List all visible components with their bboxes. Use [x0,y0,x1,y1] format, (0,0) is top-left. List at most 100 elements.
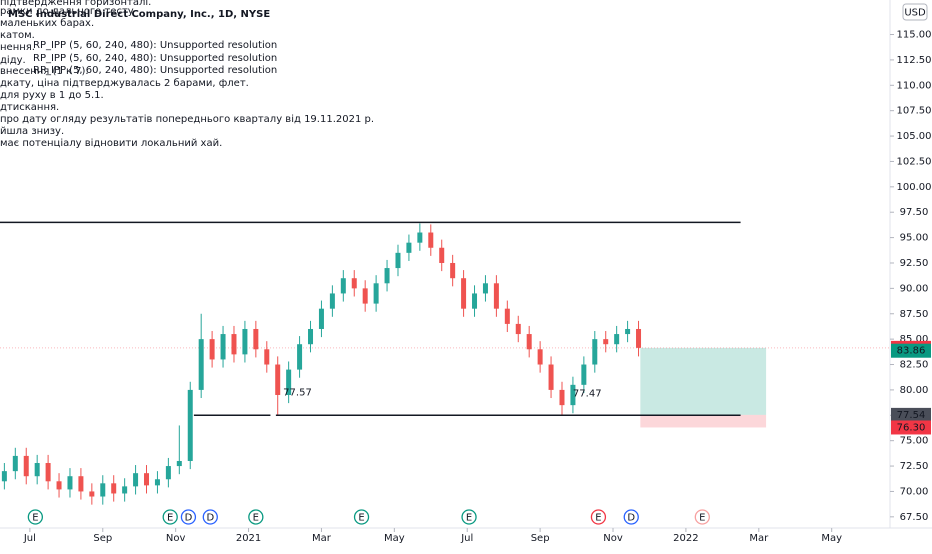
event-badge [694,509,710,525]
candle-body [56,481,62,490]
candle-body [231,334,237,355]
event-marker: D [623,509,639,525]
candle-body [340,278,346,294]
y-tick-label: 105.00 [897,131,932,142]
candle-body [592,339,598,365]
note-line: маленьких барах. [0,18,94,29]
y-tick-label: 80.00 [900,385,929,396]
candle-body [154,479,160,486]
stop-zone [640,414,767,428]
y-tick-label: 85.00 [900,334,929,345]
candle-body [570,384,576,406]
y-tick-label: 70.00 [900,486,929,497]
candle-body [89,491,95,497]
candle-body [78,476,84,492]
candle-body [581,364,587,385]
y-tick-label: 115.00 [897,30,932,41]
event-label: E [595,513,601,524]
currency-box[interactable] [902,3,928,21]
candle-body [297,344,303,370]
indicator-status: RP_IPP (5, 60, 240, 480): Unsupported re… [33,40,277,51]
y-tick-label: 97.50 [900,207,929,218]
chart-title: MSC Industrial Direct Company, Inc., 1D,… [8,9,270,20]
event-badge [461,509,477,525]
candle-body [625,328,631,335]
event-badge [180,509,197,525]
y-tick-label: 95.00 [900,233,929,244]
event-label: D [627,513,635,524]
x-tick-label: Nov [603,533,623,544]
candle-body [286,369,292,395]
candle-body [220,334,226,360]
event-badge [623,509,639,525]
note-line: для руху в 1 до 5.1. [0,90,104,101]
candle-body [209,339,215,360]
event-marker: E [353,509,370,525]
candle-body [318,308,324,329]
price-label: 77.54 [897,410,926,421]
event-label: E [167,513,173,524]
x-tick-label: Mar [312,533,332,544]
candle-body [242,328,248,355]
x-tick-label: May [821,533,842,544]
candle-body [395,252,401,269]
event-label: E [358,513,364,524]
candle-body [144,473,150,486]
candle-body [176,460,182,467]
candle-body [1,471,7,482]
price-label: 83.86 [897,346,926,357]
candle-body [45,463,51,482]
candle-body [122,486,128,494]
candle-body [559,389,565,406]
currency[interactable]: USD [904,8,926,19]
x-tick-label: May [384,533,405,544]
y-tick-label: 72.50 [900,461,929,472]
candle-body [461,278,467,309]
note-line: діду. [0,54,26,66]
candle-body [482,283,488,294]
y-tick-label: 90.00 [900,283,929,294]
candle-body [34,463,40,477]
candle-body [526,334,532,350]
x-tick-label: 2022 [673,533,698,544]
y-tick-label: 92.50 [900,258,929,269]
event-marker: D [202,509,218,525]
candle-body [450,262,456,279]
y-tick-label: 75.00 [900,436,929,447]
note-line: катом. [0,30,35,41]
x-tick-label: 2021 [236,533,261,544]
event-marker: E [461,509,477,525]
y-tick-label: 112.50 [897,55,932,66]
event-label: D [206,513,214,524]
y-tick-label: 110.00 [897,80,932,91]
x-tick-label: Jul [23,533,36,544]
x-tick-label: Nov [166,533,186,544]
event-label: E [699,513,705,524]
price-label-box [891,343,931,358]
x-tick-label: Sep [93,533,112,544]
y-tick-label: 67.50 [900,512,929,523]
candle-body [253,328,259,350]
event-badge [248,509,264,525]
event-badge [590,509,607,525]
event-badge [202,509,218,525]
x-tick-label: Sep [531,533,550,544]
event-marker: E [248,509,264,525]
candle-body [472,293,478,309]
candle-body [198,339,204,390]
candle-body [111,483,117,494]
candle-body [493,283,499,309]
y-tick-label: 82.50 [900,360,929,371]
candle-body [12,455,18,472]
low-label: 77.47 [573,389,602,400]
event-badge [27,509,44,525]
candle-body [187,389,193,461]
candle-body [329,293,335,309]
y-tick-label: 102.50 [897,156,932,167]
note-line: підтвердження горизонталі. [0,0,151,8]
note-line: про дату огляду результатів попереднього… [0,113,374,125]
note-line: дтискання. [0,102,59,113]
event-marker: E [162,509,178,525]
price-label: 76.30 [897,422,926,433]
